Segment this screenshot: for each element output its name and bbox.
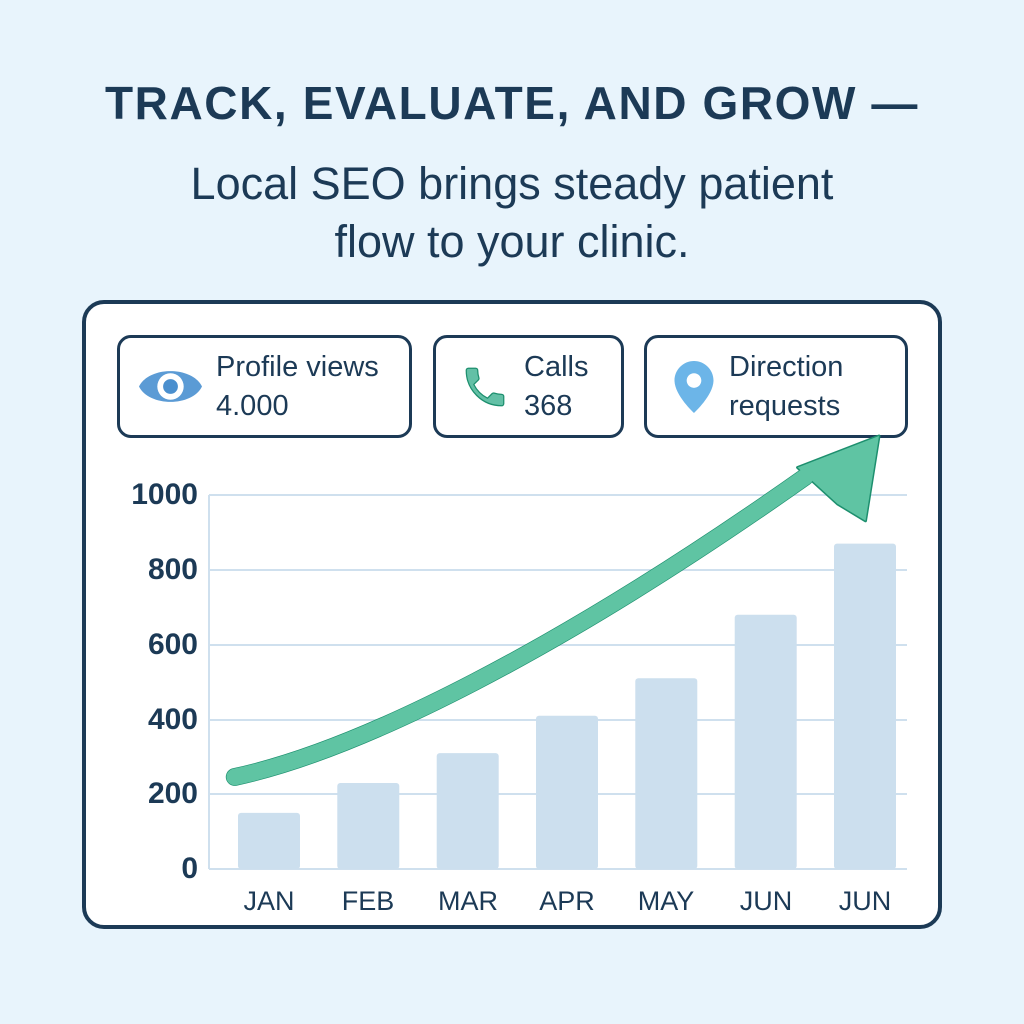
svg-text:400: 400 xyxy=(148,703,198,736)
svg-text:APR: APR xyxy=(539,886,595,916)
svg-text:FEB: FEB xyxy=(342,886,395,916)
svg-text:JUN: JUN xyxy=(740,886,793,916)
svg-text:JAN: JAN xyxy=(243,886,294,916)
svg-text:JUN: JUN xyxy=(839,886,892,916)
svg-text:1000: 1000 xyxy=(131,478,198,511)
svg-text:MAY: MAY xyxy=(638,886,695,916)
svg-text:600: 600 xyxy=(148,628,198,661)
svg-text:MAR: MAR xyxy=(438,886,498,916)
svg-text:200: 200 xyxy=(148,777,198,810)
svg-text:800: 800 xyxy=(148,553,198,586)
svg-text:0: 0 xyxy=(181,852,198,885)
